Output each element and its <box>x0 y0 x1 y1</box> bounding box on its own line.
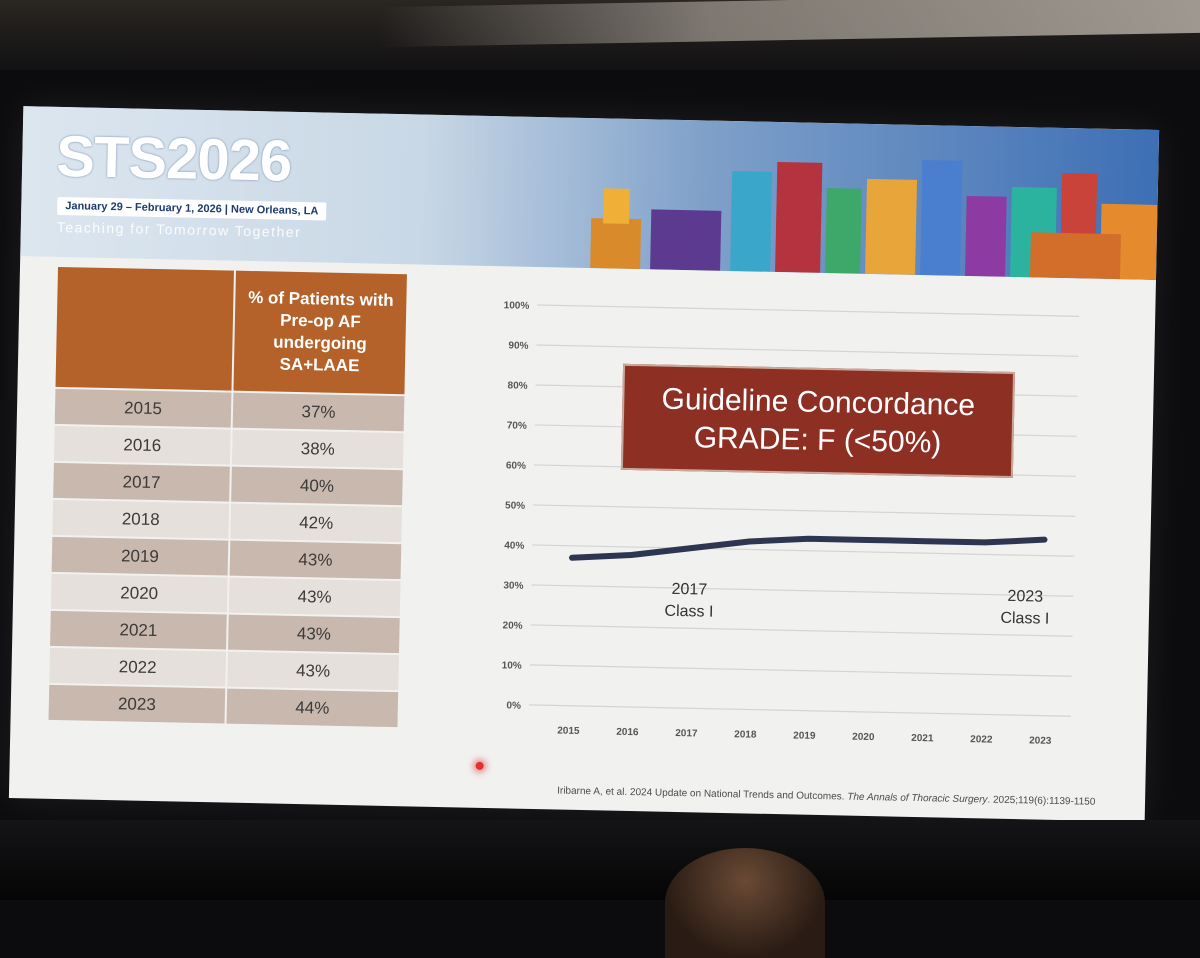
conference-tagline: Teaching for Tomorrow Together <box>57 219 302 240</box>
y-tick-label: 0% <box>506 700 521 711</box>
y-tick-label: 80% <box>507 380 527 391</box>
table-cell-percent: 43% <box>229 578 401 617</box>
citation-journal: The Annals of Thoracic Surgery <box>847 792 987 806</box>
badge-line-1: Guideline Concordance <box>624 380 1013 426</box>
table-cell-year: 2020 <box>51 574 228 613</box>
line-chart: 0% 10% 20% 30% 40% 50% 60% 70% 80% 90% 100% 2015 201… <box>450 285 1099 758</box>
gridline <box>533 505 1075 516</box>
table-cell-percent: 43% <box>227 652 399 691</box>
x-tick-label: 2018 <box>734 729 757 740</box>
y-tick-label: 20% <box>502 620 522 631</box>
citation: Iribarne A, et al. 2024 Update on Nation… <box>557 786 1095 808</box>
table-cell-percent: 43% <box>230 541 402 580</box>
x-tick-label: 2023 <box>1029 735 1052 746</box>
gridline <box>529 705 1071 716</box>
annotation-year: 2017 <box>671 581 707 599</box>
x-tick-label: 2015 <box>557 726 580 737</box>
citation-text: Iribarne A, et al. 2024 Update on Nation… <box>557 786 845 803</box>
x-tick-label: 2017 <box>675 728 698 739</box>
table-cell-percent: 38% <box>232 430 404 469</box>
y-tick-label: 50% <box>505 500 525 511</box>
gridline <box>536 345 1078 356</box>
x-tick-label: 2020 <box>852 732 875 743</box>
y-tick-label: 60% <box>506 460 526 471</box>
gridline <box>531 625 1073 636</box>
laser-pointer-dot <box>476 762 484 770</box>
conference-banner: STS2026 January 29 – February 1, 2026 | … <box>20 106 1159 280</box>
presentation-slide: STS2026 January 29 – February 1, 2026 | … <box>9 106 1159 822</box>
x-tick-label: 2019 <box>793 730 816 741</box>
series-line <box>572 530 1044 568</box>
y-tick-label: 10% <box>502 660 522 671</box>
table-cell-percent: 44% <box>226 689 398 728</box>
y-tick-label: 30% <box>503 580 523 591</box>
y-tick-label: 90% <box>508 340 528 351</box>
table-cell-year: 2015 <box>55 389 232 428</box>
x-tick-label: 2016 <box>616 727 639 738</box>
gridline <box>537 305 1079 316</box>
table-cell-year: 2017 <box>53 463 230 502</box>
table-cell-percent: 43% <box>228 615 400 654</box>
table-cell-year: 2016 <box>54 426 231 465</box>
table-header-year <box>55 267 233 391</box>
gridline <box>530 665 1072 676</box>
conference-dates: January 29 – February 1, 2026 | New Orle… <box>57 197 326 221</box>
table-cell-percent: 37% <box>233 393 405 432</box>
sts-logo: STS2026 <box>56 123 292 195</box>
y-tick-label: 40% <box>504 540 524 551</box>
table-cell-percent: 40% <box>231 467 403 506</box>
table-header-percent: % of Patients with Pre-op AF undergoing … <box>233 271 406 395</box>
annotation-year: 2023 <box>1007 588 1043 606</box>
y-tick-label: 70% <box>507 420 527 431</box>
gridline <box>531 585 1073 596</box>
annotation-class: Class I <box>1000 610 1049 628</box>
y-tick-label: 100% <box>504 300 530 312</box>
data-table: % of Patients with Pre-op AF undergoing … <box>46 265 408 729</box>
table-cell-year: 2021 <box>50 611 227 650</box>
table-cell-year: 2018 <box>52 500 229 539</box>
x-tick-label: 2021 <box>911 733 934 744</box>
guideline-concordance-badge: Guideline Concordance GRADE: F (<50%) <box>621 364 1015 478</box>
citation-details: . 2025;119(6):1139-1150 <box>987 795 1095 808</box>
x-tick-label: 2022 <box>970 734 993 745</box>
table-cell-year: 2022 <box>49 648 226 687</box>
city-skyline-illustration <box>590 148 1158 280</box>
table-cell-percent: 42% <box>230 504 402 543</box>
table-cell-year: 2019 <box>52 537 229 576</box>
room-floor <box>0 820 1200 900</box>
annotation-class: Class I <box>664 603 713 621</box>
table-cell-year: 2023 <box>49 685 226 724</box>
audience-head <box>665 848 825 958</box>
